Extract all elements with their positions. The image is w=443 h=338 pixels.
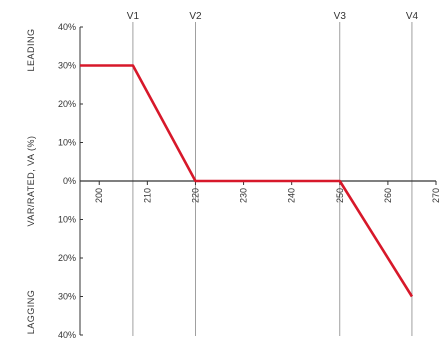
y-tick-label: 10% (58, 215, 76, 225)
y-tick-label: 30% (58, 61, 76, 71)
x-tick-label: 260 (383, 188, 393, 203)
reference-label-v2: V2 (189, 11, 202, 22)
x-tick-label: 240 (287, 188, 297, 203)
y-tick-label: 30% (58, 292, 76, 302)
series (80, 64, 414, 298)
series-line (80, 64, 414, 298)
y-axis-title: VAR/RATED, VA (%) (26, 135, 36, 226)
x-tick-label: 270 (431, 188, 441, 203)
y-tick-label: 40% (58, 22, 76, 32)
x-tick-label: 230 (239, 188, 249, 203)
y-tick-label: 20% (58, 253, 76, 263)
y-tick-label: 0% (63, 176, 76, 186)
x-ticks: 200 210 220 230 240 250 260 270 (94, 181, 441, 203)
x-tick-label: 210 (142, 188, 152, 203)
region-label-lagging: LAGGING (26, 290, 36, 335)
y-tick-label: 40% (58, 330, 76, 338)
y-ticks: 40% 30% 20% 10% 0% 10% 20% 30% 40% (58, 22, 83, 338)
reference-label-v4: V4 (406, 11, 419, 22)
x-tick-label: 200 (94, 188, 104, 203)
x-tick-label: 250 (335, 188, 345, 203)
reference-label-v3: V3 (334, 11, 347, 22)
y-tick-label: 20% (58, 99, 76, 109)
reference-lines: V1 V2 V3 V4 (127, 11, 419, 336)
region-label-leading: LEADING (26, 28, 36, 71)
reference-label-v1: V1 (127, 11, 140, 22)
x-tick-label: 220 (190, 188, 200, 203)
y-tick-label: 10% (58, 138, 76, 148)
